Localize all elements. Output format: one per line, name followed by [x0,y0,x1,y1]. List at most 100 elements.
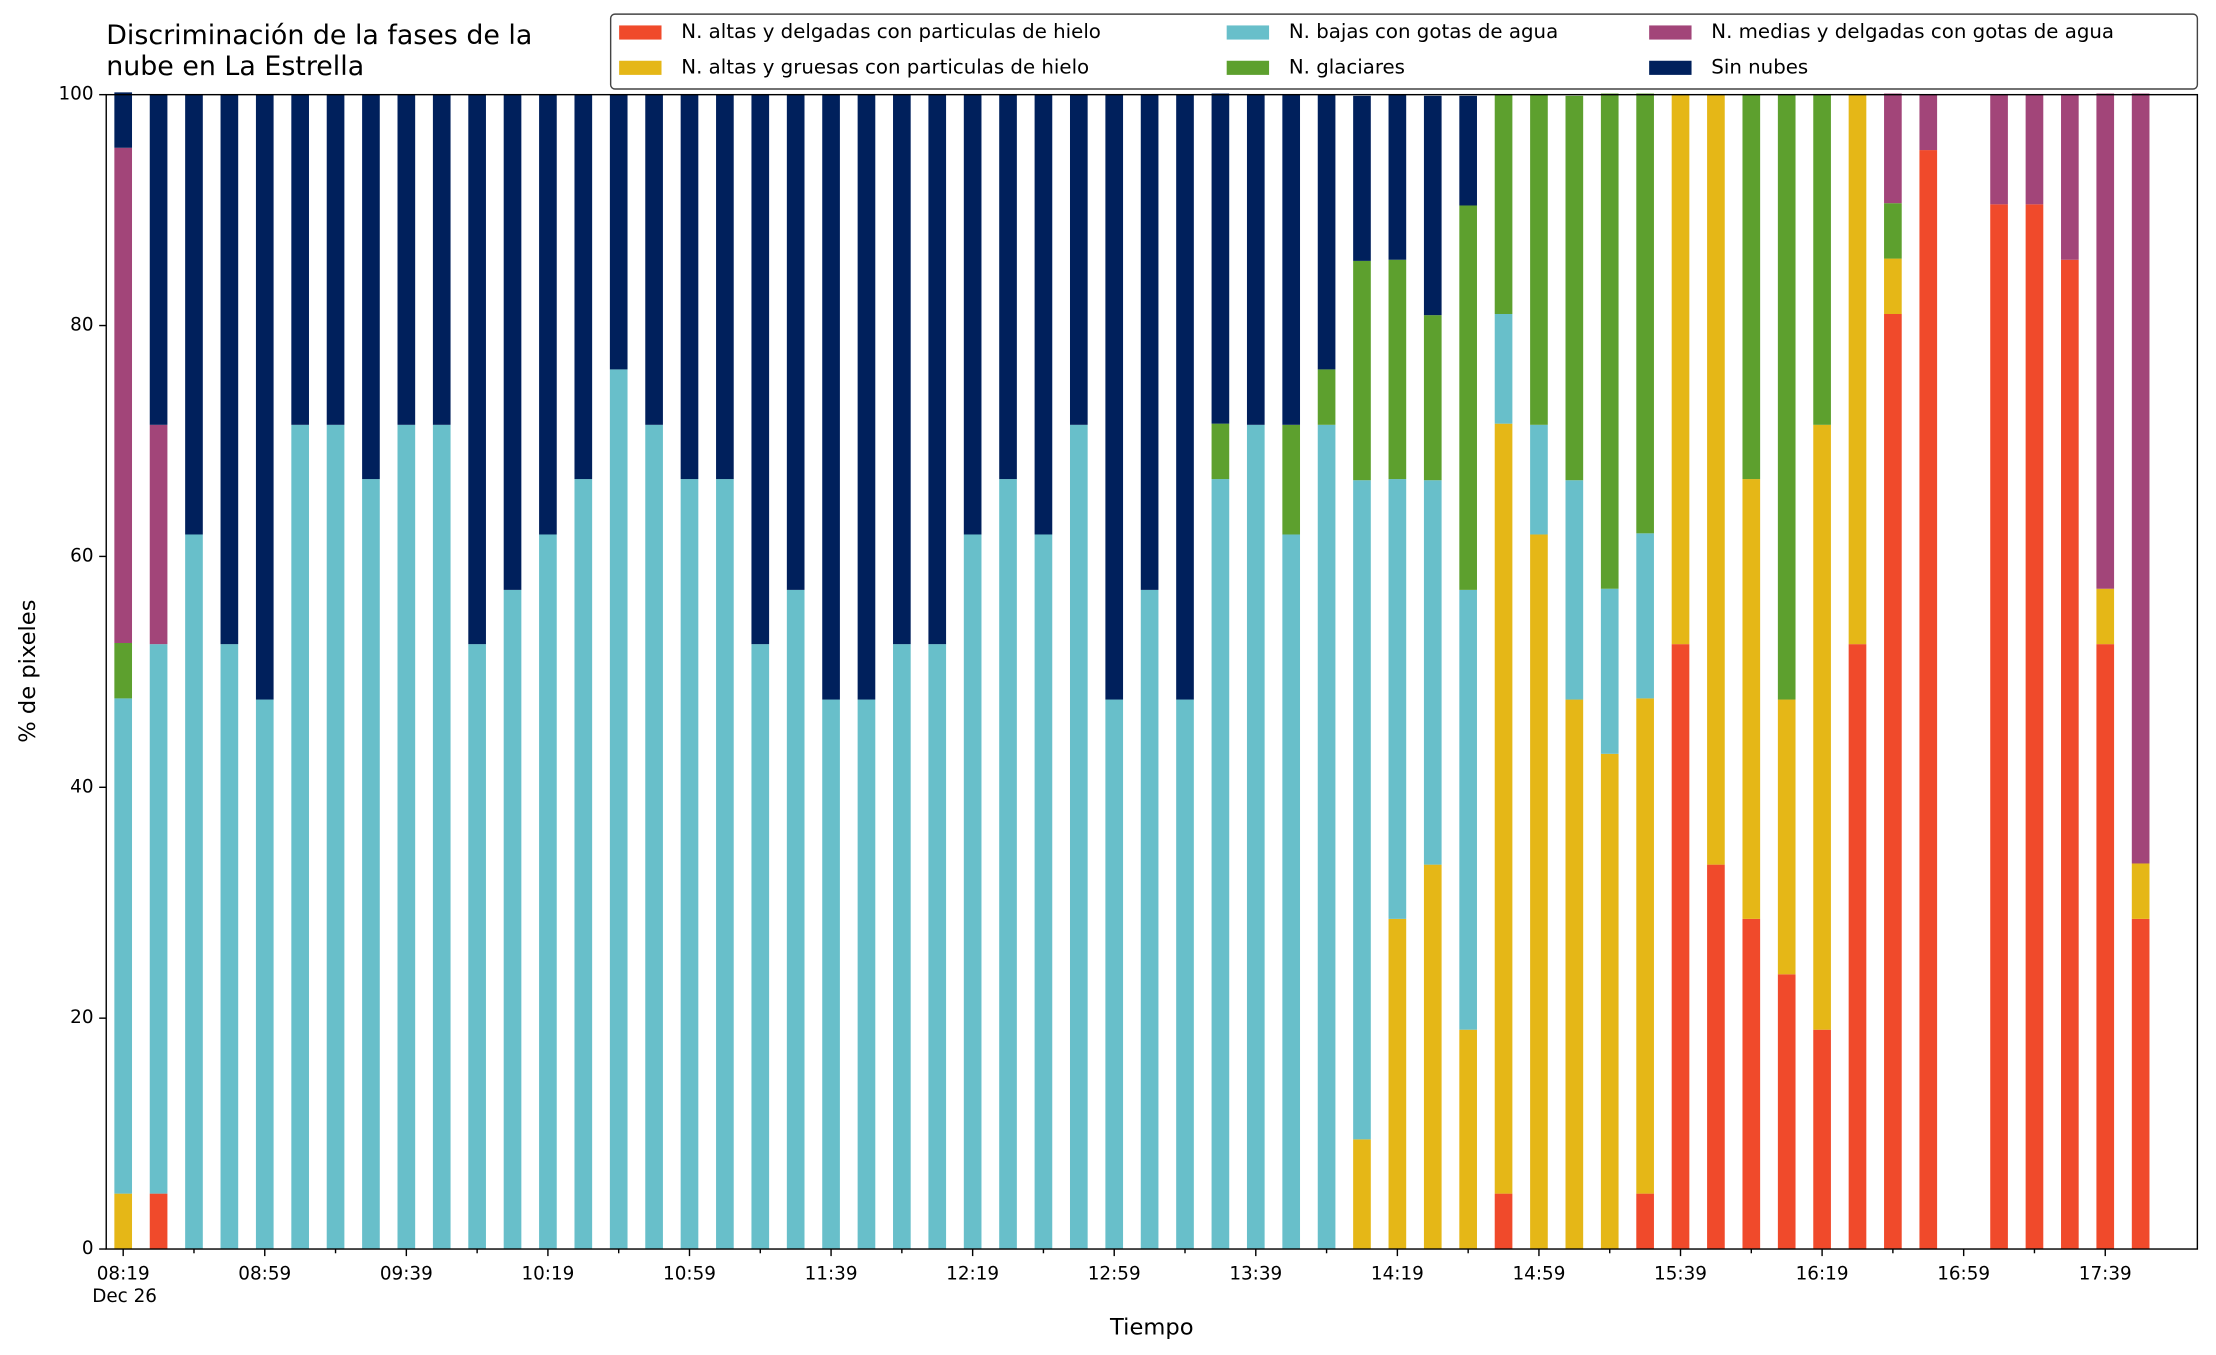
bar-segment [1884,313,1902,1250]
bar-segment [1742,479,1761,919]
bar-segment [326,424,345,1250]
bar-segment [326,94,345,425]
legend-swatch [1226,25,1270,40]
bar-segment [1494,423,1513,1194]
x-tick-label: 16:59 [1937,1263,1990,1284]
bar-segment [574,479,593,1250]
x-tick-label: 08:59 [238,1263,291,1284]
plot-frame [105,93,2199,1250]
bar-segment [1388,479,1407,919]
bar-segment [786,589,805,1250]
bar-segment [1353,95,1371,261]
bar-segment [2025,204,2044,1250]
bar-segment [1636,93,1654,534]
x-tick-label: 14:19 [1371,1263,1424,1284]
bar-segment [716,94,734,480]
bar-segment [1884,258,1902,314]
bar-segment [999,479,1017,1250]
legend-swatch [1226,60,1270,75]
bar-segment [1813,94,1831,425]
legend-label: Sin nubes [1711,55,1808,78]
bar-segment [609,369,628,1250]
bar-segment [1671,94,1690,645]
bar-segment [468,644,486,1250]
y-tick-label: 80 [70,315,93,336]
bar-segment [149,94,168,425]
bar-segment [2096,93,2115,589]
bar-segment [1919,150,1938,1250]
bar-segment [1140,94,1159,590]
bar-segment [114,92,133,148]
bar-segment [114,147,133,643]
bar-segment [255,94,274,700]
bar-segment [1884,93,1902,204]
bar-segment [1211,93,1230,424]
bar-segment [362,94,380,480]
bar-segment [1848,644,1867,1250]
bar-segment [220,644,239,1250]
y-axis-label: % de pixeles [15,600,41,743]
bar-segment [185,534,203,1250]
bar-segment [1459,1029,1477,1250]
bar-segment [1565,480,1584,700]
bar-segment [1069,94,1088,425]
bar-segment [1034,94,1053,535]
bar-segment [149,424,168,645]
title-box: Discriminación de la fases de la nube en… [106,19,533,82]
bar-segment [1282,94,1301,425]
x-axis-label: Tiempo [1109,1315,1193,1341]
x-tick-label: 12:19 [946,1263,999,1284]
bar-segment [963,94,982,535]
legend-label: N. altas y delgadas con particulas de hi… [681,20,1101,43]
bar-segment [220,94,239,645]
x-tick-label: 08:19 [97,1263,150,1284]
bar-segment [1530,534,1548,1250]
bar-segment [1600,93,1619,589]
bar-segment [1813,424,1831,1030]
bar-segment [1211,423,1230,480]
bar-segment [716,479,734,1250]
bar-segment [1211,479,1230,1250]
bar-segment [645,94,663,425]
bar-segment [1777,699,1796,975]
bar-segment [1282,534,1301,1250]
bar-segment [1494,1193,1513,1250]
bar-segment [2061,94,2079,260]
bar-segment [1636,698,1654,1194]
bar-segment [432,424,451,1250]
bar-segment [1990,204,2008,1250]
bar-segment [1707,94,1725,865]
bar-segment [822,699,840,1250]
bar-segment [574,94,593,480]
bar-segment [1777,974,1796,1250]
y-tick-label: 0 [82,1238,94,1259]
bar-segment [893,644,911,1250]
bar-segment [1884,203,1902,259]
x-tick-label: 10:59 [663,1263,716,1284]
bar-segment [786,94,805,590]
bar-segment [1707,864,1725,1250]
bar-segment [1246,424,1265,1250]
bar-segment [857,94,876,700]
bar-segment [1388,918,1407,1250]
bar-segment [680,94,699,480]
bar-segment [2131,863,2150,919]
bar-segment [1176,94,1194,700]
bar-segment [1636,1193,1654,1250]
bar-segment [1105,699,1124,1250]
chart-title: Discriminación de la fases de la nube en… [106,19,533,82]
x-date-label: Dec 26 [92,1286,157,1307]
bar-segment [114,642,133,699]
bar-segment [114,1193,133,1250]
bar-segment [1565,699,1584,1250]
bar-segment [1848,94,1867,645]
legend-swatch [619,60,662,75]
bar-segment [1317,424,1336,1250]
bar-segment [1423,480,1442,865]
bar-segment [1459,205,1477,590]
bar-segment [362,479,380,1250]
bar-segment [751,94,770,645]
bar-segment [928,94,947,645]
legend-label: N. altas y gruesas con particulas de hie… [681,55,1089,78]
